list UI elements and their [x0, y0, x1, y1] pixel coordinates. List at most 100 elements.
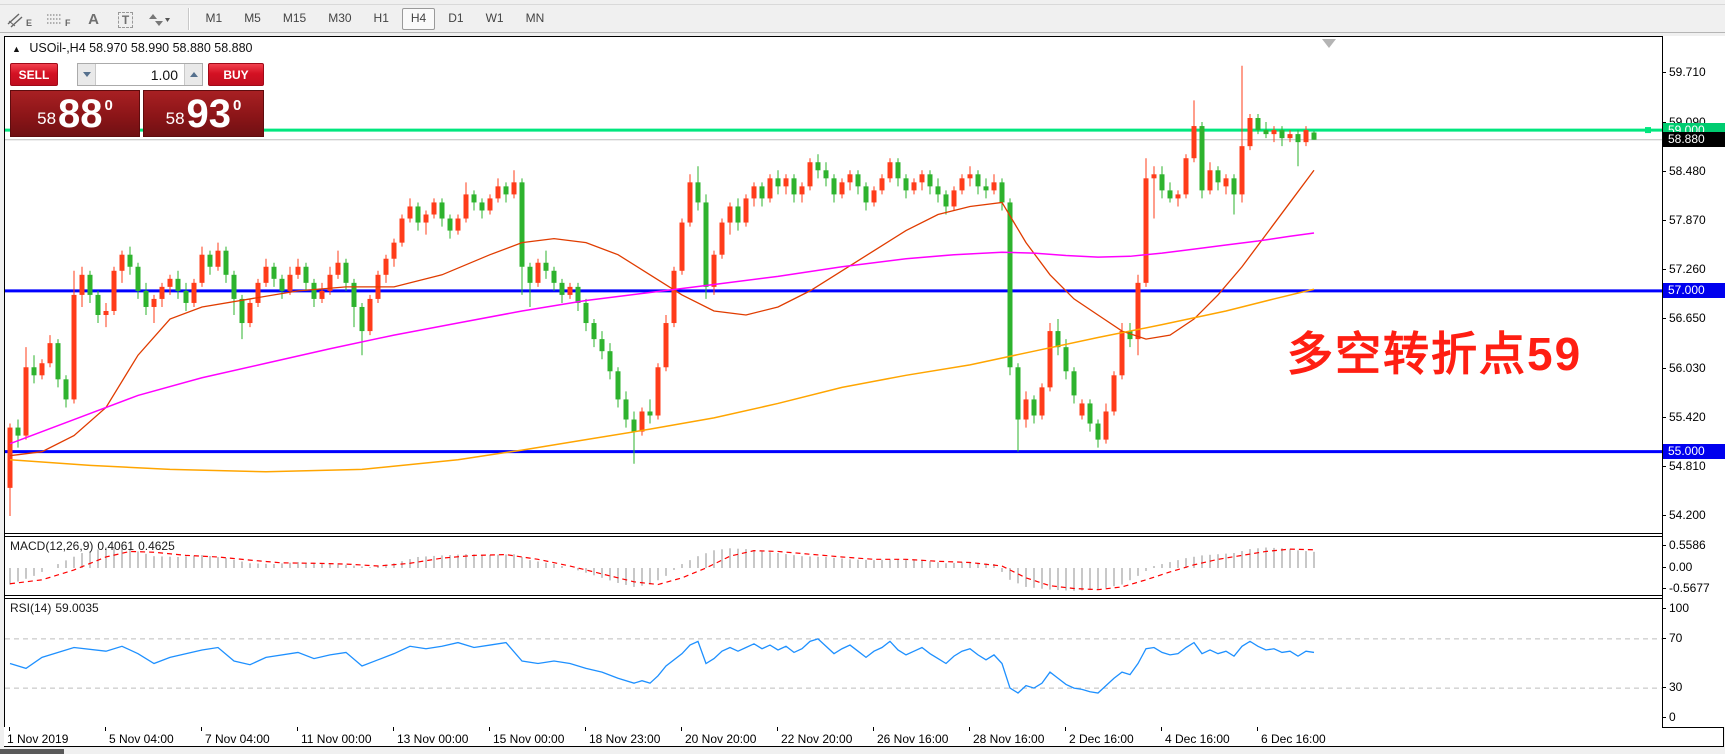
candle-body: [1175, 194, 1181, 199]
time-axis[interactable]: 1 Nov 2019 5 Nov 04:00 7 Nov 04:00 11 Nov 0…: [4, 727, 1662, 746]
timeframe-button-H4[interactable]: H4: [401, 7, 436, 30]
candle-body: [151, 298, 157, 307]
time-label: 28 Nov 16:00: [973, 732, 1045, 746]
volume-input[interactable]: [96, 64, 184, 85]
candle-body: [559, 282, 565, 295]
candle-body: [455, 218, 461, 231]
time-label: 11 Nov 00:00: [301, 732, 372, 746]
candle-body: [463, 194, 469, 219]
time-tick: [681, 727, 682, 731]
time-label: 4 Dec 16:00: [1165, 732, 1230, 746]
equidistant-channel-tool[interactable]: E: [3, 7, 36, 31]
sell-price-tile[interactable]: 58 88 0: [10, 90, 140, 137]
volume-increase-button[interactable]: [184, 64, 202, 85]
candle-body: [447, 218, 453, 231]
rsi-label: RSI(14) 59.0035: [10, 601, 99, 615]
chevron-up-icon: [189, 72, 198, 77]
candle-body: [503, 186, 509, 195]
candle-body: [919, 174, 925, 183]
candle-body: [223, 250, 229, 275]
candle-body: [175, 278, 181, 291]
buy-price-tile[interactable]: 58 93 0: [143, 90, 264, 137]
chart-text-annotation[interactable]: 多空转折点59: [1287, 328, 1583, 380]
candle-body: [471, 194, 477, 203]
candle-body: [743, 198, 749, 223]
symbol-ohlc: 58.970 58.990 58.880 58.880: [89, 41, 253, 55]
candle-body: [479, 202, 485, 211]
equidistant-channel-icon: [7, 12, 23, 28]
symbol-header[interactable]: ▲ USOil-,H4 58.970 58.990 58.880 58.880: [12, 41, 253, 55]
splitter-macd-rsi[interactable]: [4, 595, 1724, 596]
timeframe-button-M15[interactable]: M15: [282, 10, 307, 25]
hline-handle[interactable]: [1645, 127, 1651, 134]
candle-body: [1295, 134, 1301, 143]
buy-button[interactable]: BUY: [208, 63, 264, 86]
text-box-tool[interactable]: T: [113, 7, 139, 31]
candle-body: [767, 178, 773, 199]
price-tick: 59.710: [1662, 65, 1706, 79]
candle-body: [671, 270, 677, 324]
candle-body: [791, 178, 797, 195]
candle-body: [23, 367, 29, 436]
time-tick: [105, 727, 106, 731]
candle-body: [1063, 347, 1069, 372]
chart-border-top: [4, 36, 1724, 37]
timeframe-button-MN[interactable]: MN: [525, 10, 545, 25]
candle-body: [407, 206, 413, 219]
tool-glyph: E: [26, 17, 33, 28]
price-chart-canvas[interactable]: [5, 37, 1662, 533]
candle-body: [231, 274, 237, 299]
candle-body: [79, 274, 85, 295]
time-tick: [297, 727, 298, 731]
candle-body: [1167, 190, 1173, 199]
candle-body: [719, 222, 725, 255]
ma-slow-orange: [9, 288, 1315, 473]
timeframe-button-M30[interactable]: M30: [328, 10, 352, 25]
candle-body: [1271, 130, 1277, 135]
sell-button[interactable]: SELL: [10, 63, 58, 86]
macd-scale-tick: 0.00: [1662, 560, 1692, 574]
splitter-main-macd[interactable]: [4, 533, 1724, 534]
candle-body: [247, 302, 253, 324]
candle-body: [903, 178, 909, 191]
candle-body: [303, 266, 309, 283]
horizontal-scrollbar-thumb[interactable]: [0, 749, 64, 754]
rsi-line: [9, 638, 1315, 694]
candle-body: [775, 178, 781, 187]
price-tick: 56.030: [1662, 361, 1706, 375]
candle-body: [1151, 174, 1157, 179]
time-label: 13 Nov 00:00: [397, 732, 469, 746]
timeframe-button-M1[interactable]: M1: [205, 10, 223, 25]
candle-body: [127, 254, 133, 267]
candle-body: [103, 310, 109, 316]
candle-body: [1111, 375, 1117, 412]
arrows-objects-tool[interactable]: [145, 7, 175, 31]
rsi-panel-canvas[interactable]: [5, 599, 1662, 727]
buy-price-big: 93: [186, 91, 232, 136]
text-label-tool[interactable]: A: [81, 7, 107, 31]
timeframe-button-M5[interactable]: M5: [244, 10, 261, 25]
candle-body: [15, 427, 21, 436]
timeframe-button-W1[interactable]: W1: [485, 10, 504, 25]
candle-body: [191, 282, 197, 303]
candle-body: [199, 254, 205, 283]
candle-body: [1143, 178, 1149, 283]
candle-body: [7, 427, 13, 488]
candle-body: [847, 174, 853, 183]
candle-body: [87, 274, 93, 295]
time-tick: [1065, 727, 1066, 731]
fibonacci-tool[interactable]: F: [42, 7, 75, 31]
timeframe-button-D1[interactable]: D1: [448, 10, 464, 25]
candle-body: [831, 178, 837, 195]
candle-body: [351, 282, 357, 307]
volume-decrease-button[interactable]: [78, 64, 96, 85]
macd-panel-canvas[interactable]: [5, 537, 1662, 595]
price-scale[interactable]: 59.71059.09058.48057.87057.26056.65056.0…: [1662, 36, 1725, 727]
timeframe-button-H1[interactable]: H1: [373, 10, 389, 25]
toolbar-separator: [187, 7, 189, 30]
candle-body: [535, 262, 541, 283]
time-tick: [969, 727, 970, 731]
symbol-collapse-icon[interactable]: ▲: [12, 44, 21, 54]
arrow-down-marker[interactable]: [1322, 39, 1336, 48]
